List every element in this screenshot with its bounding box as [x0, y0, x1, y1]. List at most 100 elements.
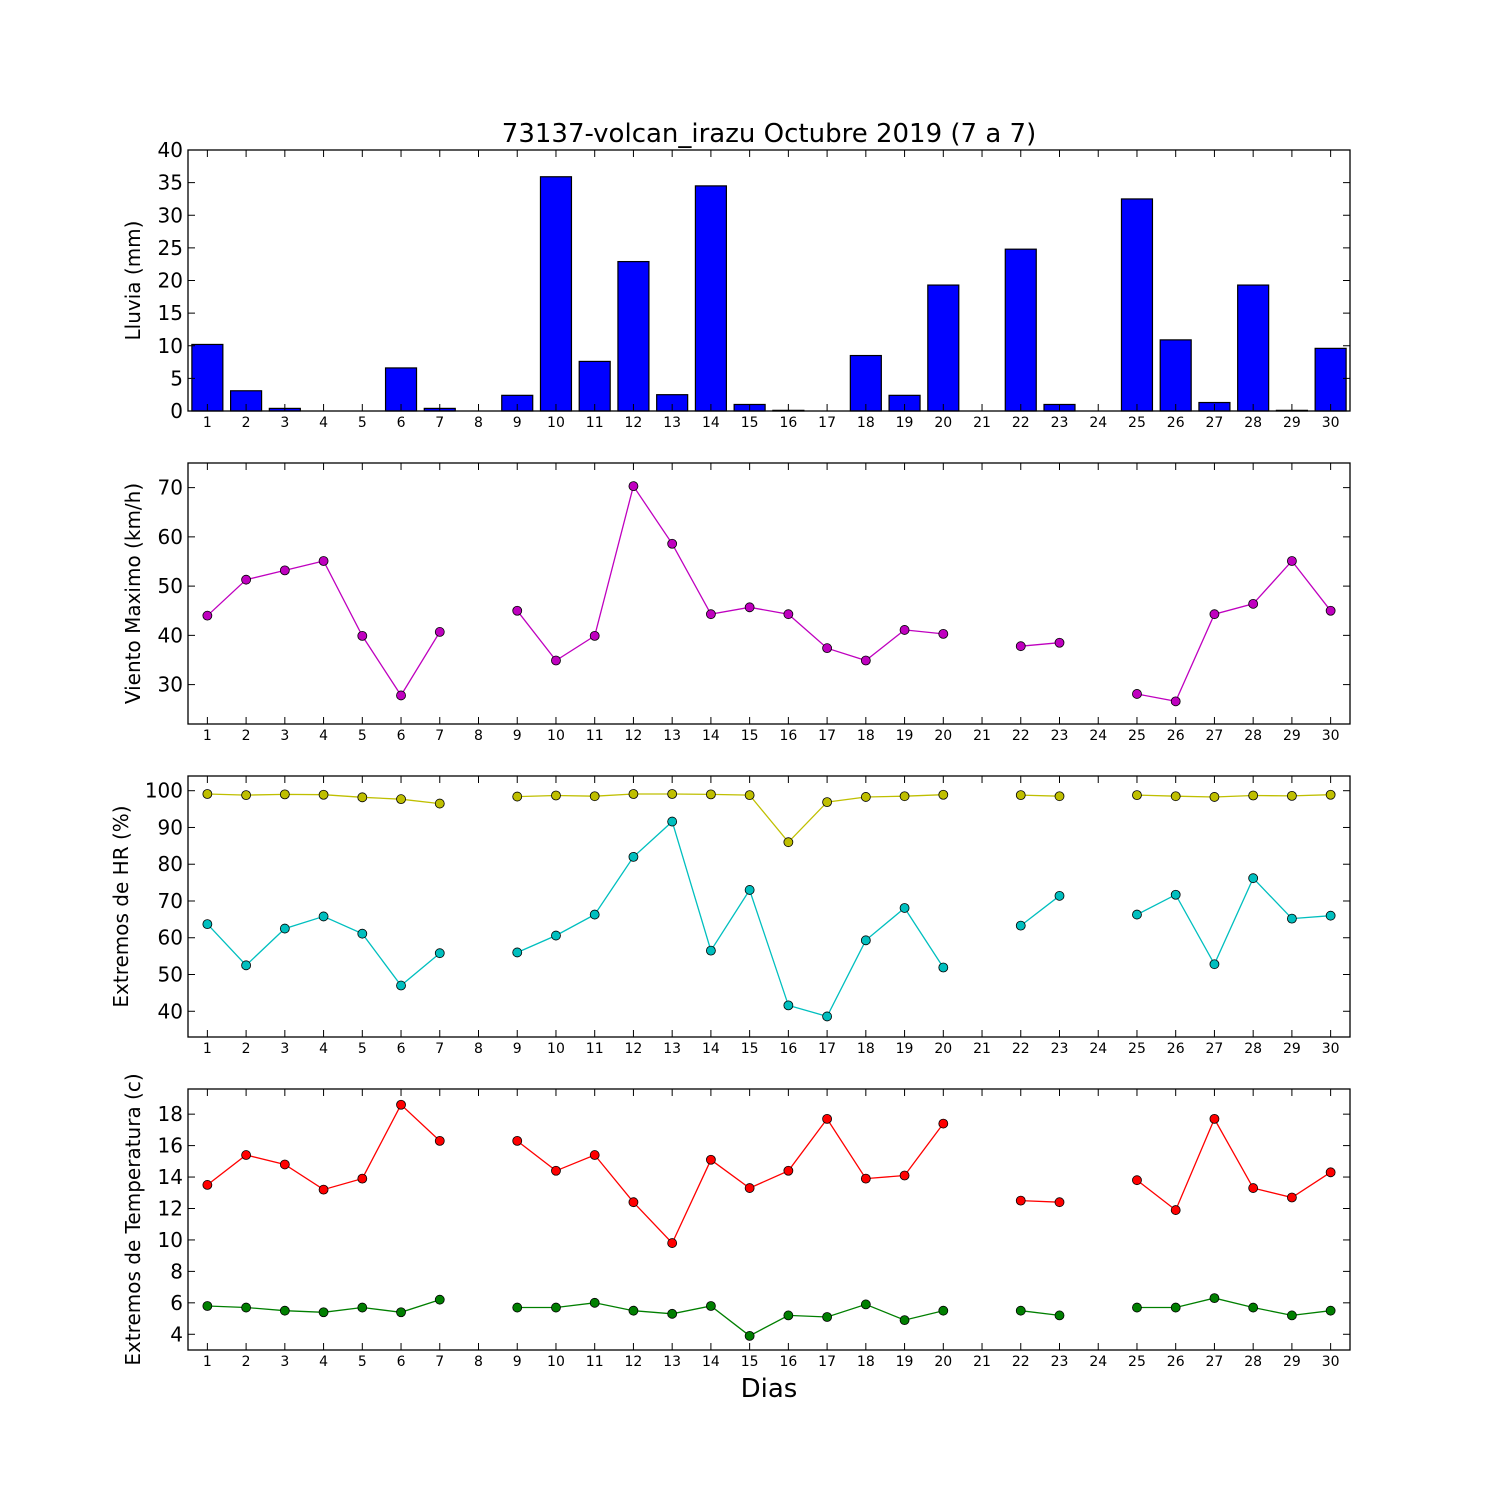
data-point [1287, 913, 1297, 924]
data-point [1132, 689, 1142, 699]
x-tick-label: 21 [973, 1041, 991, 1057]
data-point [1287, 1192, 1297, 1203]
data-point [744, 602, 755, 613]
x-tick-label: 16 [779, 1041, 797, 1057]
x-tick-label: 27 [1206, 728, 1224, 744]
chart-title: 73137-volcan_irazu Octubre 2019 (7 a 7) [502, 119, 1036, 149]
panel-3: 1 2 3 4 5 6 7 8 9 10 11 12 13 14 15 16 17 18 19 20 21 22 23 24 2… [109, 775, 1351, 1057]
y-tick-label: 18 [158, 1102, 183, 1126]
x-tick-label: 8 [474, 415, 483, 431]
data-point [279, 565, 290, 576]
x-tick-label: 5 [358, 415, 367, 431]
x-tick-label: 13 [663, 728, 681, 744]
data-point [744, 885, 755, 895]
plot-area [188, 150, 1350, 411]
data-point [1054, 890, 1065, 901]
panel-4: 1 2 3 4 5 6 7 8 9 10 11 12 13 14 15 16 17 18 19 20 21 22 23 24 2… [121, 1073, 1351, 1404]
bar [694, 185, 727, 412]
data-point [899, 1170, 910, 1181]
data-point [434, 948, 445, 959]
x-tick-label: 30 [1322, 728, 1340, 744]
y-tick-label: 60 [158, 926, 183, 950]
data-point [628, 789, 639, 799]
data-point [396, 690, 406, 701]
x-tick-label: 14 [702, 1354, 720, 1370]
y-tick-label: 50 [158, 963, 183, 987]
y-tick-label: 4 [170, 1322, 183, 1346]
data-point [706, 945, 716, 956]
x-tick-label: 23 [1051, 1041, 1069, 1057]
data-point [1054, 1310, 1065, 1321]
x-tick-label: 21 [973, 728, 991, 744]
data-point [1132, 790, 1142, 801]
x-tick-label: 20 [934, 1354, 952, 1370]
data-point [512, 1135, 523, 1146]
bar [927, 284, 960, 412]
x-tick-label: 7 [435, 415, 444, 431]
data-point [744, 1183, 755, 1193]
data-point [783, 1000, 794, 1011]
data-point [1287, 556, 1297, 566]
data-point [1015, 641, 1026, 652]
x-tick-label: 28 [1244, 415, 1262, 431]
x-tick-label: 30 [1322, 1041, 1340, 1057]
x-tick-label: 3 [280, 1041, 289, 1057]
data-point [589, 630, 600, 641]
x-tick-label: 15 [741, 1041, 759, 1057]
x-tick-label: 25 [1128, 1041, 1146, 1057]
data-point [396, 794, 406, 805]
data-point [822, 643, 832, 654]
y-tick-label: 15 [158, 301, 183, 325]
x-tick-label: 19 [896, 415, 914, 431]
data-point [279, 1305, 290, 1316]
data-point [860, 655, 871, 666]
plot-frame [187, 1088, 1351, 1351]
bar [539, 176, 573, 412]
data-point [1054, 791, 1065, 802]
data-point [1170, 1302, 1181, 1313]
x-tick-label: 15 [741, 415, 759, 431]
data-point [357, 928, 368, 939]
x-tick-label: 11 [586, 1354, 604, 1370]
data-point [1054, 1197, 1065, 1208]
x-tick-label: 4 [319, 1354, 328, 1370]
x-tick-label: 27 [1206, 1354, 1224, 1370]
data-point [744, 1330, 755, 1341]
data-point [551, 930, 561, 941]
bar [1237, 284, 1270, 412]
data-point [860, 792, 871, 802]
x-tick-label: 18 [857, 1354, 875, 1370]
data-point [822, 1312, 832, 1322]
data-point [667, 789, 678, 799]
data-point [899, 625, 910, 635]
x-tick-label: 12 [625, 728, 643, 744]
data-point [628, 1305, 639, 1316]
data-point [783, 837, 794, 848]
x-tick-label: 19 [896, 1354, 914, 1370]
data-point [357, 1302, 368, 1313]
data-point [1132, 1175, 1142, 1186]
x-tick-label: 30 [1322, 415, 1340, 431]
data-point [318, 556, 329, 566]
x-tick-label: 29 [1283, 728, 1301, 744]
data-point [241, 1302, 252, 1313]
y-tick-label: 90 [158, 815, 183, 839]
data-point [279, 923, 290, 934]
y-tick-label: 16 [158, 1134, 183, 1158]
x-tick-label: 10 [547, 415, 565, 431]
plot-area [188, 776, 1350, 1037]
panel-1: 1 2 3 4 5 6 7 8 9 10 11 12 13 14 15 16 17 18 19 20 21 22 23 24 2… [121, 138, 1351, 431]
x-tick-label: 1 [203, 728, 212, 744]
x-tick-label: 21 [973, 415, 991, 431]
data-point [667, 1308, 678, 1319]
x-tick-label: 14 [702, 728, 720, 744]
x-tick-label: 25 [1128, 1354, 1146, 1370]
data-point [241, 574, 252, 585]
data-point [822, 1011, 832, 1022]
x-tick-label: 13 [663, 1041, 681, 1057]
x-tick-label: 4 [319, 1041, 328, 1057]
data-point [938, 962, 949, 973]
x-tick-label: 25 [1128, 728, 1146, 744]
data-point [822, 797, 832, 807]
